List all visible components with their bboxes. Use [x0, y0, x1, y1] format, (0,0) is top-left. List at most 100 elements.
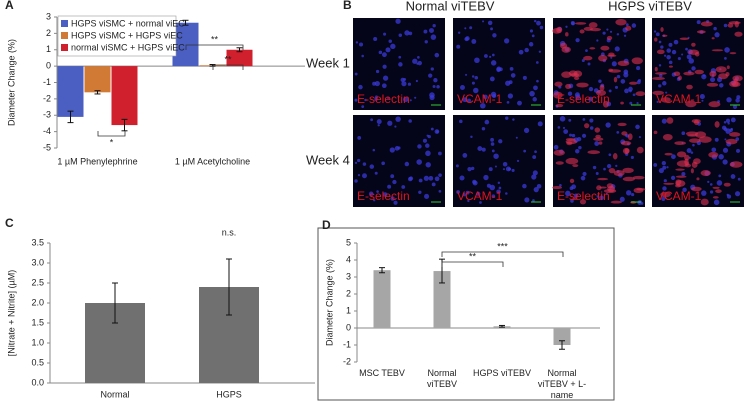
- nucleus: [723, 23, 728, 28]
- nucleus: [532, 170, 538, 176]
- nucleus: [568, 118, 572, 122]
- nucleus: [671, 49, 677, 55]
- nucleus: [724, 56, 727, 60]
- nucleus: [387, 184, 392, 189]
- stain-signal: [678, 75, 682, 81]
- stain-signal: [565, 83, 572, 89]
- stain-signal: [636, 188, 646, 191]
- nucleus: [655, 32, 660, 37]
- nucleus: [354, 72, 358, 76]
- nucleus: [691, 66, 696, 71]
- stain-signal: [598, 54, 608, 62]
- nucleus: [374, 80, 380, 87]
- nucleus: [658, 84, 662, 88]
- nucleus: [662, 81, 667, 86]
- nucleus: [610, 56, 613, 59]
- nucleus: [661, 196, 666, 201]
- nucleus: [587, 62, 591, 66]
- nucleus: [661, 160, 666, 166]
- nucleus: [481, 147, 486, 152]
- stain-label: VCAM-1: [457, 189, 503, 203]
- nucleus: [523, 149, 527, 153]
- nucleus: [492, 33, 497, 38]
- stain-signal: [589, 47, 596, 50]
- legend-swatch: [61, 44, 68, 51]
- nucleus: [383, 32, 387, 36]
- stain-signal: [610, 200, 623, 204]
- nucleus: [529, 29, 534, 33]
- nucleus: [671, 154, 676, 160]
- nucleus: [709, 183, 713, 186]
- nucleus: [663, 179, 667, 183]
- stain-signal: [553, 91, 563, 99]
- nucleus: [377, 124, 380, 127]
- x-tick-label: MSC TEBV: [359, 368, 405, 378]
- nucleus: [464, 27, 467, 30]
- nucleus: [364, 98, 367, 102]
- nucleus: [537, 121, 543, 127]
- nucleus: [425, 150, 431, 157]
- nucleus: [434, 176, 440, 182]
- nucleus: [392, 179, 397, 185]
- nucleus: [701, 190, 707, 196]
- stain-label: E-selectin: [557, 92, 610, 106]
- y-tick-label: -1: [43, 77, 51, 87]
- panel-label: A: [5, 0, 14, 12]
- nucleus: [506, 100, 510, 104]
- nucleus: [673, 39, 679, 45]
- stain-signal: [598, 141, 603, 145]
- stain-signal: [553, 149, 565, 156]
- nucleus: [415, 79, 418, 83]
- nucleus: [636, 102, 639, 105]
- nucleus: [429, 92, 435, 98]
- nucleus: [524, 197, 530, 203]
- nucleus: [730, 174, 736, 179]
- y-tick-label: 3.5: [31, 237, 44, 247]
- nucleus: [390, 174, 395, 179]
- x-tick-label: Normal viTEBV: [426, 368, 457, 389]
- micrograph: [353, 115, 445, 207]
- stain-signal: [661, 97, 671, 103]
- nucleus: [533, 85, 538, 91]
- nucleus: [496, 67, 501, 73]
- nucleus: [677, 56, 681, 61]
- nucleus: [632, 93, 636, 97]
- nucleus: [665, 91, 668, 94]
- nucleus: [510, 73, 516, 78]
- nucleus: [726, 193, 729, 197]
- nucleus: [592, 165, 597, 170]
- nucleus: [430, 127, 434, 131]
- stain-signal: [708, 151, 719, 158]
- nucleus: [723, 121, 727, 124]
- nucleus: [456, 44, 461, 49]
- nucleus: [719, 83, 724, 88]
- nucleus: [596, 195, 599, 198]
- bar: [111, 66, 138, 126]
- nucleus: [599, 195, 604, 201]
- y-tick-label: 1.0: [31, 337, 44, 347]
- nucleus: [354, 179, 358, 183]
- stain-signal: [668, 65, 673, 68]
- nucleus: [398, 62, 403, 67]
- nucleus: [623, 72, 629, 78]
- legend-swatch: [61, 20, 68, 27]
- nucleus: [569, 186, 574, 191]
- stain-signal: [565, 137, 576, 141]
- nucleus: [536, 20, 541, 26]
- nucleus: [382, 64, 387, 69]
- nucleus: [670, 175, 676, 181]
- nucleus: [482, 20, 485, 23]
- y-tick-label: -5: [43, 142, 51, 152]
- nucleus: [491, 149, 495, 153]
- nucleus: [373, 36, 378, 41]
- nucleus: [455, 164, 459, 168]
- nucleus: [498, 186, 502, 190]
- nucleus: [725, 118, 731, 123]
- nucleus: [562, 126, 566, 130]
- nucleus: [688, 58, 694, 64]
- y-axis-title: Diameter Change (%): [6, 39, 16, 126]
- nucleus: [490, 137, 494, 142]
- stain-signal: [624, 148, 630, 154]
- nucleus: [362, 173, 367, 179]
- y-tick-label: 1: [46, 44, 51, 54]
